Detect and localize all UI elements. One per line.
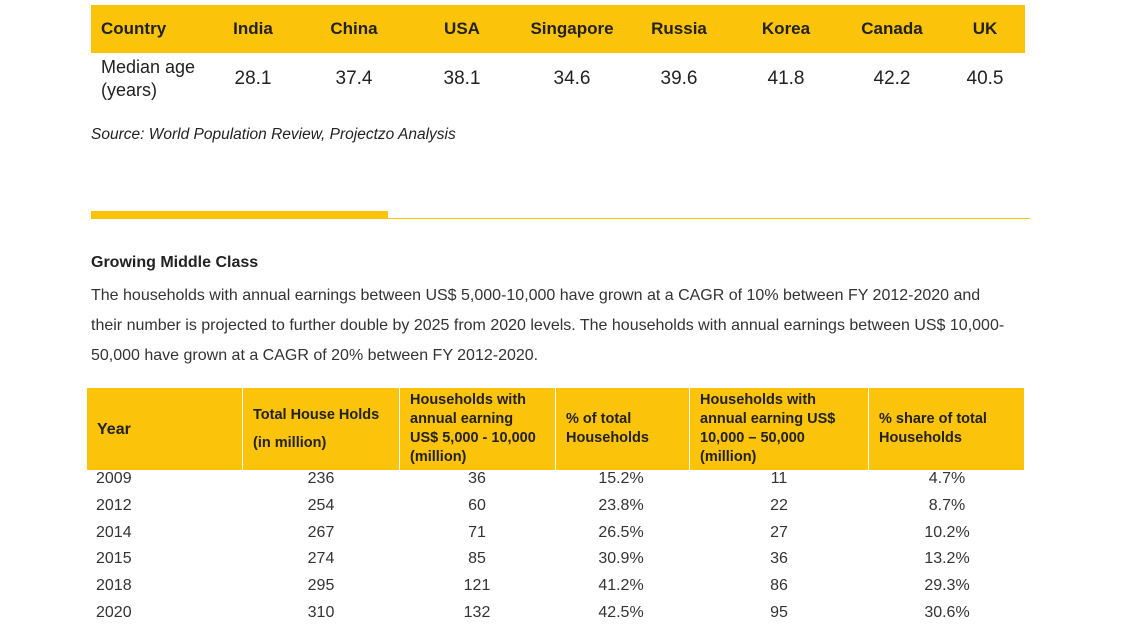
table1-cell: 34.6: [553, 68, 591, 89]
table2-cell: 41.2%: [598, 577, 644, 595]
table1-header-bg: [91, 5, 1025, 53]
table2-cell: 27: [770, 523, 788, 541]
table2-header-cell: % share of total Households: [869, 388, 1025, 470]
table2-cell: 121: [463, 577, 491, 595]
table1-header-cell: Canada: [861, 19, 923, 38]
table1-cell: 40.5: [966, 68, 1004, 89]
table2-header-cell: Total House Holds (in million): [243, 388, 400, 470]
table1-cell: 37.4: [335, 68, 373, 89]
table2-cell: 15.2%: [598, 470, 644, 487]
table2-cell: 267: [307, 523, 335, 541]
table2-cell: 274: [307, 550, 335, 568]
table2-cell: 2015: [96, 550, 132, 568]
table1-header-cell: UK: [972, 19, 998, 38]
table1-header-cell: Singapore: [530, 19, 614, 38]
table2-cell: 95: [770, 604, 788, 621]
table1-cell: 28.1: [234, 68, 272, 89]
divider-accent: [91, 211, 388, 219]
table2-cell: 295: [307, 577, 335, 595]
table2-header-cell: Year: [87, 388, 243, 470]
table1-cell: Median age (years): [101, 57, 196, 100]
table2-cell: 236: [307, 470, 335, 487]
table2-cell: 2018: [96, 577, 132, 595]
table2-cell: 60: [468, 496, 486, 514]
table2-cell: 310: [307, 604, 335, 621]
table2-header-cell: Households with annual earning US$ 10,00…: [690, 388, 869, 470]
table1-header-cell: China: [330, 19, 378, 38]
table2-cell: 85: [468, 550, 486, 568]
table2-cell: 2020: [96, 604, 132, 621]
table2-cell: 30.6%: [924, 604, 970, 621]
table2-cell: 254: [307, 496, 335, 514]
table1-cell: 42.2: [873, 68, 911, 89]
table2-cell: 42.5%: [598, 604, 644, 621]
table2-cell: 2014: [96, 523, 132, 541]
table1-header-cell: Russia: [651, 19, 707, 38]
table1-header-cell: India: [233, 19, 273, 38]
table2-cell: 2009: [96, 470, 132, 487]
table1-cell: 38.1: [443, 68, 481, 89]
table2-cell: 30.9%: [598, 550, 644, 568]
table2-cell: 132: [463, 604, 491, 621]
table2-cell: 26.5%: [598, 523, 644, 541]
table2-cell: 86: [770, 577, 788, 595]
section-title: Growing Middle Class: [91, 254, 259, 271]
table2-cell: 2012: [96, 496, 132, 514]
table2-cell: 36: [770, 550, 788, 568]
table2-cell: 11: [770, 470, 788, 487]
table2-cell: 13.2%: [924, 550, 970, 568]
table1-header-cell: Korea: [761, 19, 811, 38]
table2-header-cell: Households with annual earning US$ 5,000…: [400, 388, 556, 470]
table2-cell: 29.3%: [924, 577, 970, 595]
table2-cell: 10.2%: [924, 523, 970, 541]
table1-header-cell: Country: [101, 19, 167, 38]
table1-cell: 39.6: [660, 68, 698, 89]
table2-header-cell: % of total Households: [556, 388, 690, 470]
table1-cell: 41.8: [767, 68, 805, 89]
table2-cell: 23.8%: [598, 496, 644, 514]
section-paragraph: The households with annual earnings betw…: [91, 287, 1005, 364]
table2-cell: 36: [468, 470, 486, 487]
table2-cell: 22: [770, 496, 788, 514]
table2-cell: 71: [468, 523, 486, 541]
source: Source: World Population Review, Project…: [91, 126, 456, 143]
table2-cell: 8.7%: [928, 496, 966, 514]
table2-cell: 4.7%: [928, 470, 966, 487]
table1-header-cell: USA: [444, 19, 480, 38]
divider-line: [388, 218, 1030, 219]
